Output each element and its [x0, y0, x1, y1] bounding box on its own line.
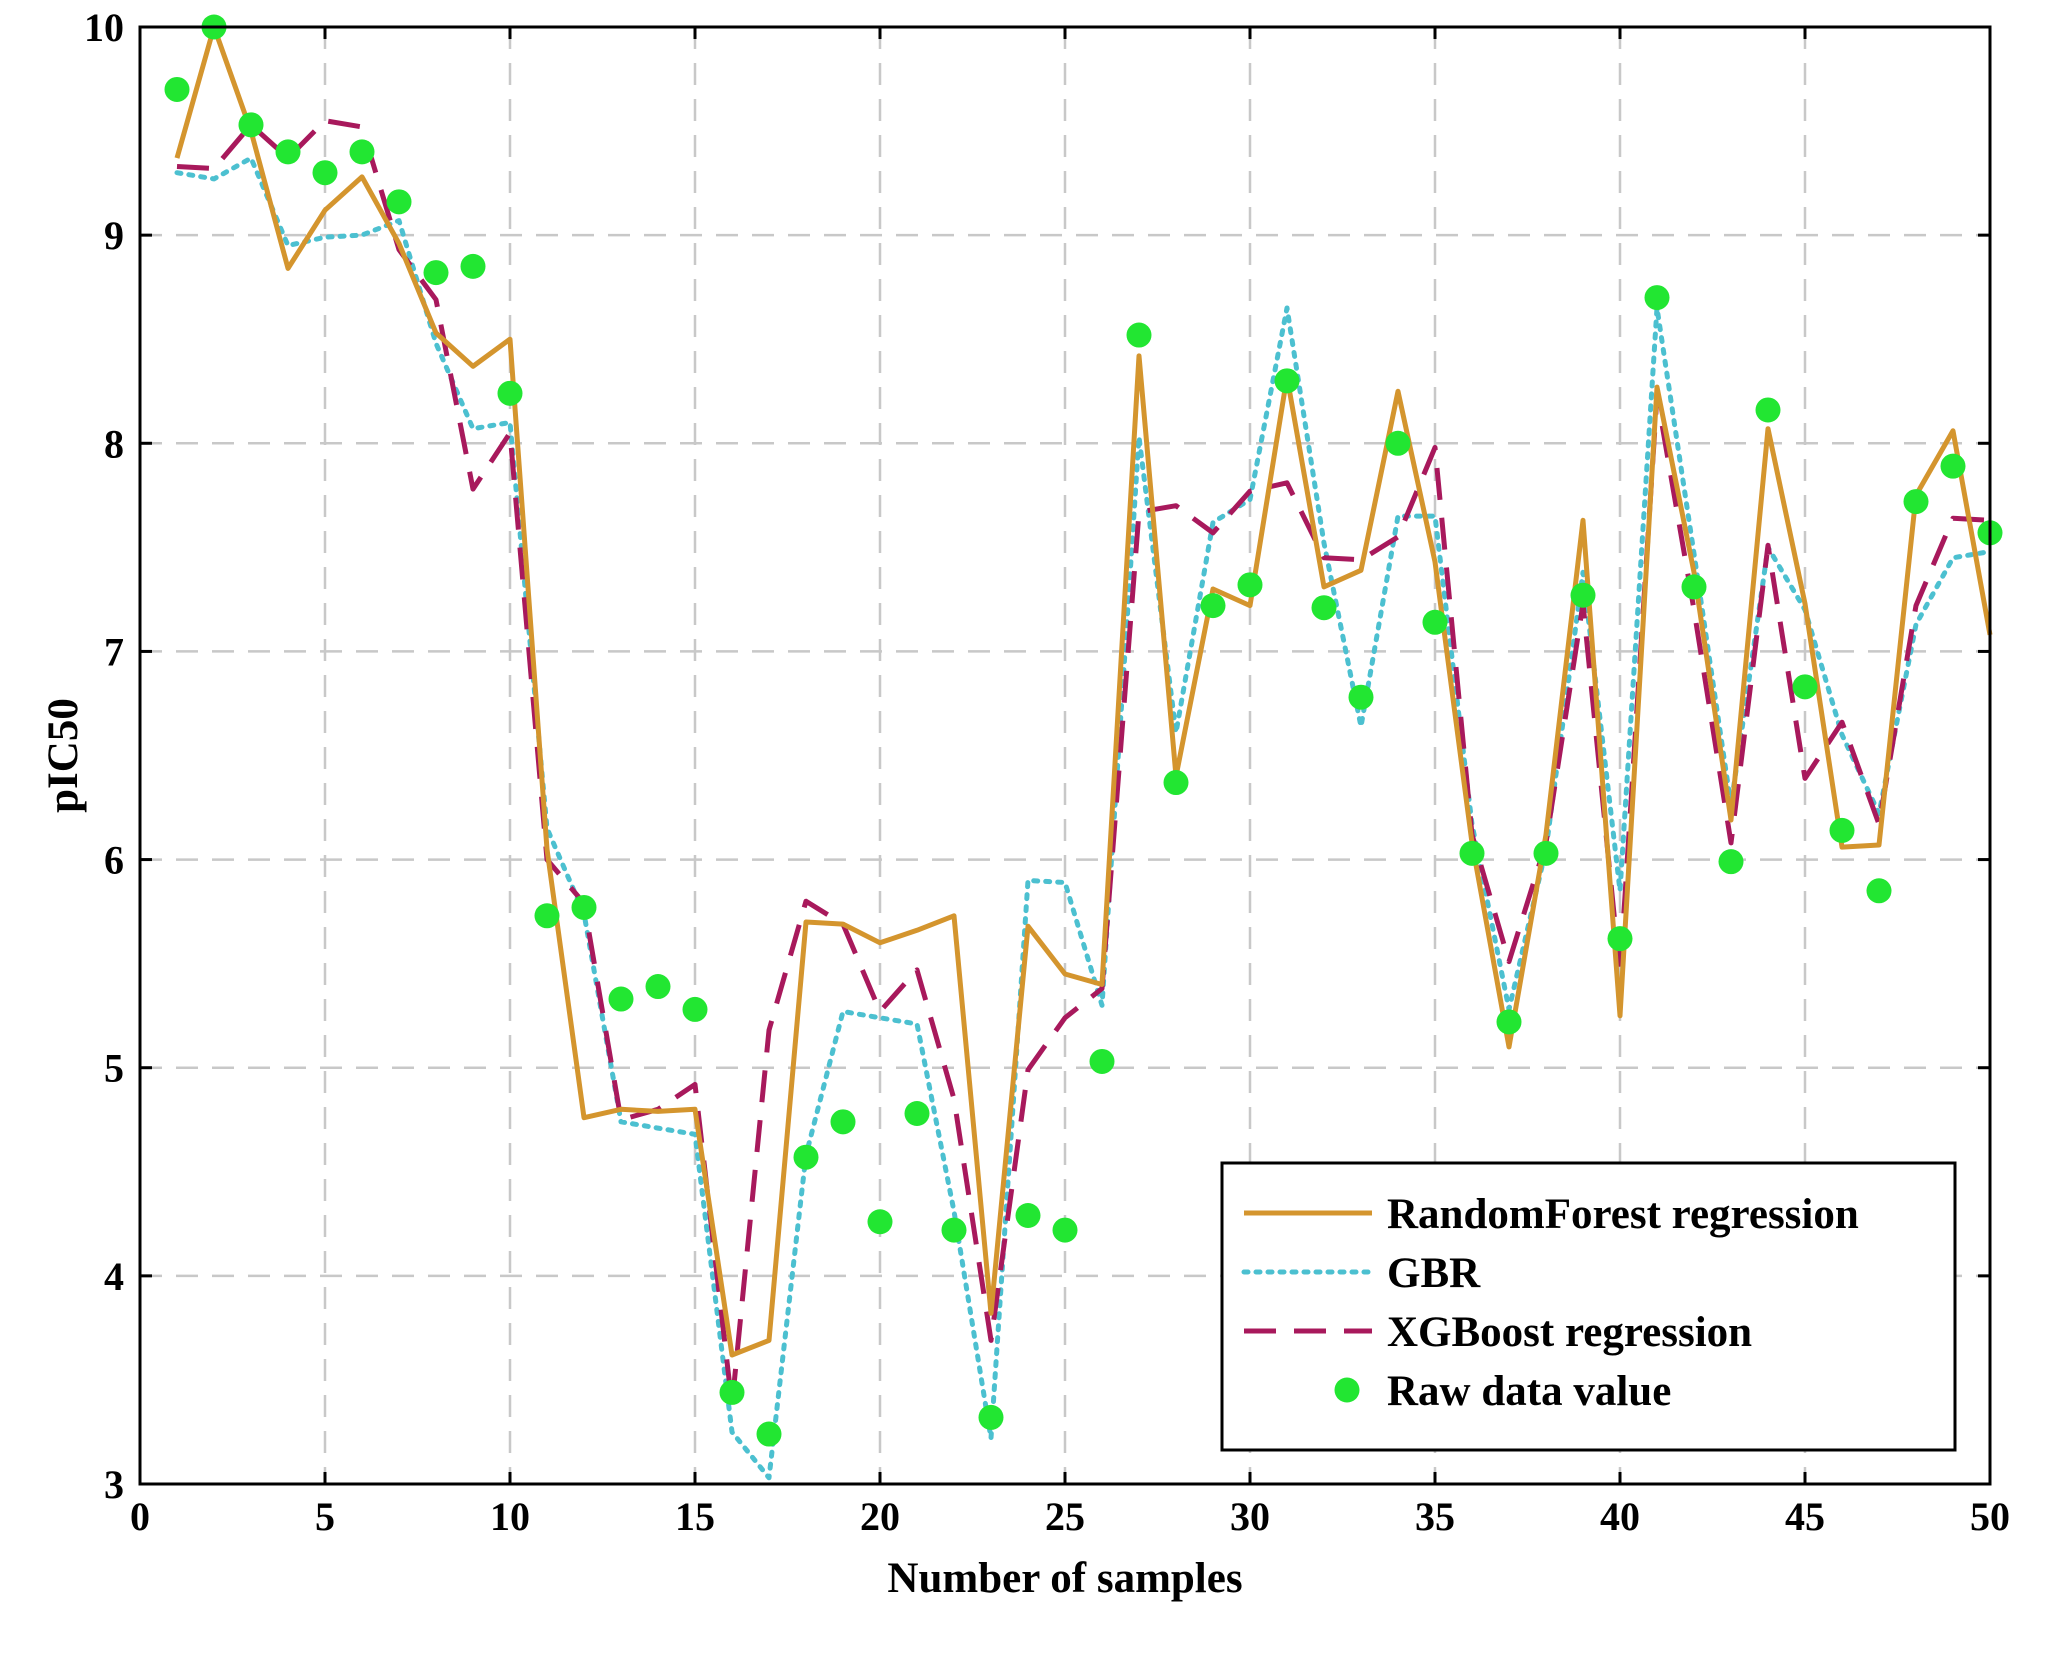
x-tick-label: 5: [315, 1494, 335, 1539]
raw-data-point: [238, 112, 264, 138]
y-tick-label: 9: [104, 213, 124, 258]
raw-data-point: [1311, 595, 1337, 621]
legend-label: Raw data value: [1387, 1368, 1671, 1415]
series-line-gbr: [174, 155, 1993, 1481]
x-tick-label: 45: [1785, 1494, 1825, 1539]
raw-data-point: [1940, 453, 1966, 479]
raw-data-point: [682, 996, 708, 1022]
raw-data-point: [1607, 926, 1633, 952]
raw-data-point: [1755, 397, 1781, 423]
raw-data-point: [830, 1109, 856, 1135]
x-tick-label: 0: [130, 1494, 150, 1539]
raw-data-point: [904, 1101, 930, 1127]
series-line-xgboost-regression: [176, 118, 1991, 1408]
raw-data-point: [460, 253, 486, 279]
raw-data-point: [1681, 574, 1707, 600]
raw-data-point: [349, 139, 375, 165]
y-tick-label: 8: [104, 421, 124, 466]
legend-marker: [1334, 1377, 1360, 1403]
y-axis-title: pIC50: [40, 698, 87, 813]
y-tick-label: 5: [104, 1046, 124, 1091]
series-line-randomforest-regression: [174, 24, 1993, 1358]
raw-data-point: [497, 380, 523, 406]
raw-data-point: [1459, 840, 1485, 866]
x-tick-label: 20: [860, 1494, 900, 1539]
x-tick-label: 30: [1230, 1494, 1270, 1539]
raw-data-point: [1866, 878, 1892, 904]
raw-data-point: [534, 903, 560, 929]
raw-data-point: [275, 139, 301, 165]
legend-label: RandomForest regression: [1387, 1191, 1859, 1238]
x-tick-label: 40: [1600, 1494, 1640, 1539]
x-axis-title: Number of samples: [887, 1555, 1242, 1602]
raw-data-point: [1792, 674, 1818, 700]
legend: RandomForest regression GBR XGBoost regres…: [1220, 1161, 1957, 1452]
raw-data-point: [793, 1144, 819, 1170]
raw-data-point: [1422, 609, 1448, 635]
raw-data-point: [1903, 489, 1929, 515]
raw-data-point: [645, 974, 671, 1000]
raw-data-point: [423, 260, 449, 286]
x-tick-label: 50: [1970, 1494, 2010, 1539]
raw-data-point: [719, 1379, 745, 1405]
raw-data-point: [978, 1404, 1004, 1430]
raw-data-point: [1089, 1048, 1115, 1074]
raw-data-point: [1237, 572, 1263, 598]
y-tick-label: 4: [104, 1254, 124, 1299]
raw-data-point: [1385, 430, 1411, 456]
raw-data-point: [1052, 1217, 1078, 1243]
raw-data-point: [1126, 322, 1152, 348]
raw-data-point: [1163, 770, 1189, 796]
raw-data-point: [1015, 1202, 1041, 1228]
legend-label: XGBoost regression: [1387, 1309, 1752, 1356]
raw-data-point: [1348, 684, 1374, 710]
raw-data-point: [1200, 593, 1226, 619]
grid: [140, 27, 1990, 1484]
raw-data-point: [867, 1209, 893, 1235]
raw-data-point: [1718, 849, 1744, 875]
raw-data-point: [164, 76, 190, 102]
raw-data-point: [312, 160, 338, 186]
raw-data-point: [1644, 285, 1670, 311]
x-tick-label: 35: [1415, 1494, 1455, 1539]
raw-data-point: [1570, 582, 1596, 608]
raw-data-point: [1274, 368, 1300, 394]
raw-data-point: [941, 1217, 967, 1243]
raw-data-point: [1533, 840, 1559, 866]
y-tick-label: 7: [104, 629, 124, 674]
raw-data-point: [571, 894, 597, 920]
raw-data-point: [608, 986, 634, 1012]
raw-data-point: [386, 189, 412, 215]
raw-data-point: [756, 1421, 782, 1447]
x-tick-label: 25: [1045, 1494, 1085, 1539]
y-tick-label: 10: [84, 5, 124, 50]
y-tick-label: 3: [104, 1462, 124, 1507]
x-tick-label: 15: [675, 1494, 715, 1539]
x-tick-label: 10: [490, 1494, 530, 1539]
raw-data-point: [1829, 817, 1855, 843]
legend-label: GBR: [1387, 1250, 1481, 1297]
raw-data-point: [1496, 1009, 1522, 1035]
y-tick-label: 6: [104, 838, 124, 883]
series-group: [164, 14, 2003, 1481]
